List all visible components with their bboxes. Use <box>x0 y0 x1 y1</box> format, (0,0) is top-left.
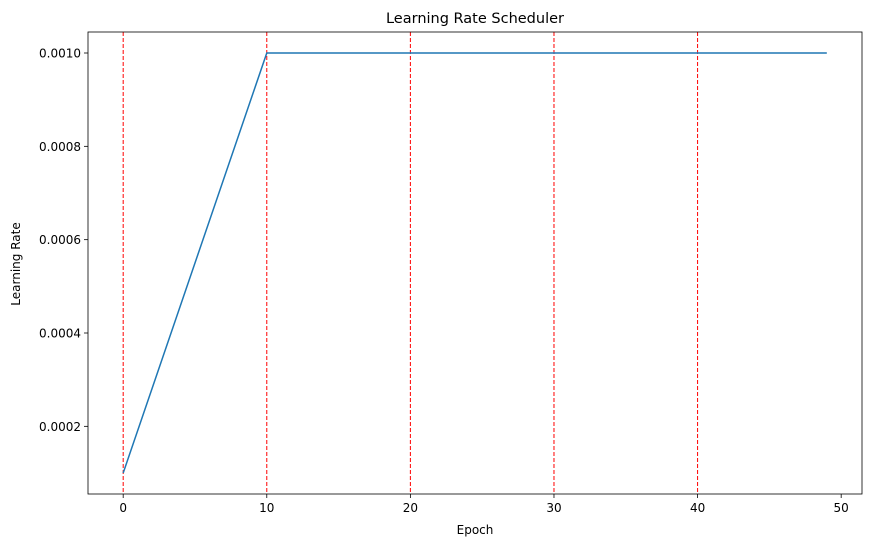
axes-frame <box>87 31 863 495</box>
x-tick-label: 10 <box>259 501 274 515</box>
x-tick-label: 40 <box>690 501 705 515</box>
y-tick-label: 0.0006 <box>39 233 81 247</box>
y-tick-label: 0.0008 <box>39 140 81 154</box>
plot-area: 0 10 20 30 40 50 0.0002 0.0004 0.0006 0.0008 0.001… <box>39 31 863 515</box>
x-axis-label: Epoch <box>457 523 494 537</box>
y-axis-label: Learning Rate <box>9 222 23 305</box>
x-tick-label: 30 <box>546 501 561 515</box>
y-tick-label: 0.0004 <box>39 327 81 341</box>
x-tick-label: 50 <box>834 501 849 515</box>
chart-title: Learning Rate Scheduler <box>386 11 564 27</box>
x-tick-label: 0 <box>119 501 127 515</box>
y-tick-label: 0.0002 <box>39 420 81 434</box>
y-tick-label: 0.0010 <box>39 47 81 61</box>
series-line <box>122 52 827 474</box>
x-tick-label: 20 <box>403 501 418 515</box>
